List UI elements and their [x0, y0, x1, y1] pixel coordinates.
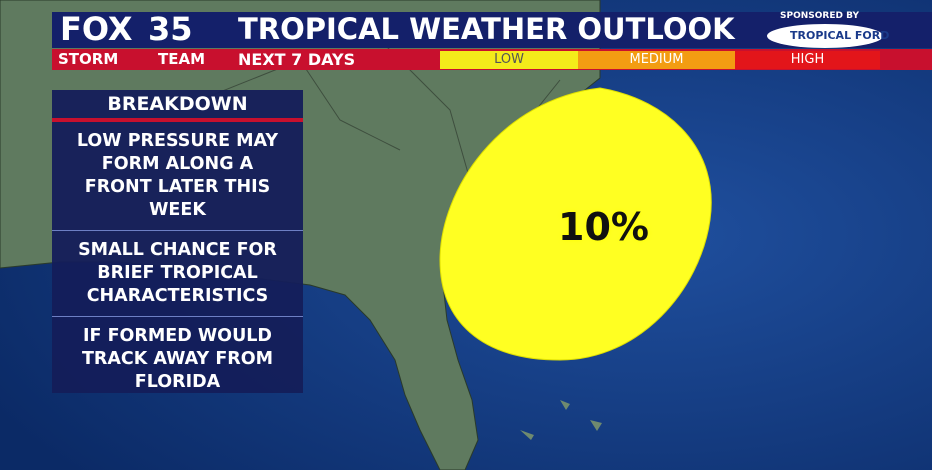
- legend-label: HIGH: [790, 52, 825, 67]
- legend-medium: [578, 51, 735, 69]
- legend-high: [735, 51, 880, 69]
- legend-label: LOW: [494, 52, 524, 67]
- subtitle: NEXT 7 DAYS: [238, 50, 356, 69]
- sponsor-label: SPONSORED BY: [780, 11, 859, 21]
- legend-label: MEDIUM: [629, 52, 684, 67]
- sponsor: TROPICAL FORD: [790, 29, 890, 42]
- legend-low: [440, 51, 578, 69]
- state-borders: [199, 39, 561, 181]
- team-suffix: TEAM: [158, 50, 206, 68]
- sponsor-logo: [767, 24, 883, 48]
- title: TROPICAL WEATHER OUTLOOK: [238, 12, 735, 46]
- outlook-area: [439, 87, 712, 361]
- breakdown-item: IF FORMED WOULD TRACK AWAY FROM FLORIDA: [81, 326, 274, 392]
- logo-box: [52, 12, 222, 48]
- channel: 35: [148, 10, 193, 48]
- area-label: 10%: [558, 205, 649, 249]
- brand: FOX: [60, 10, 133, 48]
- breakdown-item: SMALL CHANCE FOR BRIEF TROPICAL CHARACTE…: [52, 231, 303, 317]
- breakdown-title: BREAKDOWN: [52, 90, 303, 122]
- team-box: [52, 49, 222, 70]
- breakdown-item: LOW PRESSURE MAY FORM ALONG A FRONT LATE…: [52, 122, 303, 231]
- breakdown-panel: BREAKDOWN LOW PRESSURE MAY FORM ALONG A …: [52, 90, 303, 393]
- team: STORM: [58, 50, 119, 68]
- islands: [520, 400, 602, 440]
